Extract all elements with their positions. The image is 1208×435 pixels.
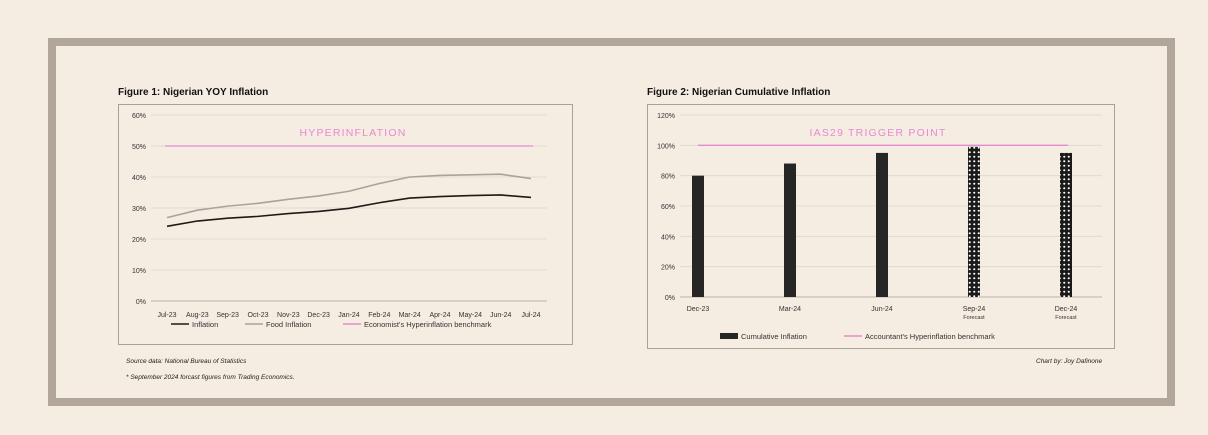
- x-tick-label: Nov-23: [277, 312, 300, 319]
- source-note: Source data: National Bureau of Statisti…: [126, 358, 247, 365]
- x-tick-label: Dec-23: [307, 312, 330, 319]
- y-tick-label: 40%: [132, 175, 146, 182]
- hyperinflation-annotation: HYPERINFLATION: [299, 127, 406, 139]
- y-tick-label: 30%: [132, 206, 146, 213]
- legend-label: Cumulative Inflation: [741, 332, 807, 341]
- y-tick-label: 120%: [657, 113, 675, 120]
- food-inflation-line: [166, 173, 532, 219]
- y-tick-label: 20%: [132, 237, 146, 244]
- x-tick-label: Jun-24: [871, 306, 893, 313]
- y-tick-label: 100%: [657, 143, 675, 150]
- x-tick-label: Jul-24: [521, 312, 540, 319]
- figure2-title: Figure 2: Nigerian Cumulative Inflation: [647, 87, 831, 98]
- legend-label: Accountant's Hyperinflation benchmark: [865, 332, 995, 341]
- figure2-chart-box: 0% 20% 40% 60% 80% 100% 120% Dec-23 Mar-24 Jun-2…: [647, 104, 1115, 349]
- x-tick-label: Sep-24: [963, 306, 986, 313]
- ias29-annotation: IAS29 TRIGGER POINT: [810, 127, 947, 139]
- figure2-chart: 0% 20% 40% 60% 80% 100% 120% Dec-23 Mar-24 Jun-2…: [657, 113, 1102, 341]
- x-tick-label: Dec-23: [687, 306, 710, 313]
- x-tick-label: Jan-24: [338, 312, 360, 319]
- x-tick-label: Mar-24: [779, 306, 801, 313]
- figure1-chart-box: 0% 10% 20% 30% 40% 50% 60% Jul-23 Aug-23 Sep-23 O…: [118, 104, 573, 345]
- x-tick-sublabel: Forecast: [963, 315, 985, 321]
- x-tick-label: Dec-24: [1055, 306, 1078, 313]
- y-tick-label: 10%: [132, 268, 146, 275]
- chart-credit: Chart by: Joy Dafinone: [1036, 358, 1103, 365]
- legend-label: Economist's Hyperinflation benchmark: [364, 320, 492, 329]
- x-tick-label: May-24: [459, 312, 482, 319]
- figure1-title: Figure 1: Nigerian YOY Inflation: [118, 87, 269, 98]
- y-tick-label: 60%: [132, 113, 146, 120]
- y-tick-label: 20%: [661, 265, 675, 272]
- forecast-bar: [968, 146, 980, 297]
- legend-swatch: [720, 333, 738, 339]
- forecast-note: * September 2024 forcast figures from Tr…: [126, 374, 295, 381]
- x-tick-label: Jul-23: [157, 312, 176, 319]
- figure-frame: Figure 1: Nigerian YOY Inflation 0% 10% 20…: [48, 38, 1175, 406]
- x-tick-label: Feb-24: [368, 312, 390, 319]
- legend-label: Food Inflation: [266, 320, 311, 329]
- x-tick-label: Apr-24: [429, 312, 450, 319]
- legend-label: Inflation: [192, 320, 218, 329]
- forecast-bar: [1060, 152, 1072, 297]
- y-tick-label: 0%: [665, 295, 675, 302]
- cumulative-bar: [784, 163, 796, 297]
- y-tick-label: 0%: [136, 299, 146, 306]
- x-tick-label: Oct-23: [247, 312, 268, 319]
- x-tick-label: Jun-24: [490, 312, 512, 319]
- y-tick-label: 80%: [661, 174, 675, 181]
- cumulative-bar: [876, 152, 888, 297]
- x-tick-label: Aug-23: [186, 312, 209, 319]
- y-tick-label: 60%: [661, 204, 675, 211]
- x-tick-label: Sep-23: [216, 312, 239, 319]
- figure1-chart: 0% 10% 20% 30% 40% 50% 60% Jul-23 Aug-23 Sep-23 O…: [132, 113, 547, 329]
- x-tick-label: Mar-24: [399, 312, 421, 319]
- x-tick-sublabel: Forecast: [1055, 315, 1077, 321]
- y-tick-label: 40%: [661, 234, 675, 241]
- y-tick-label: 50%: [132, 144, 146, 151]
- inflation-line: [166, 194, 532, 228]
- cumulative-bar: [692, 175, 704, 297]
